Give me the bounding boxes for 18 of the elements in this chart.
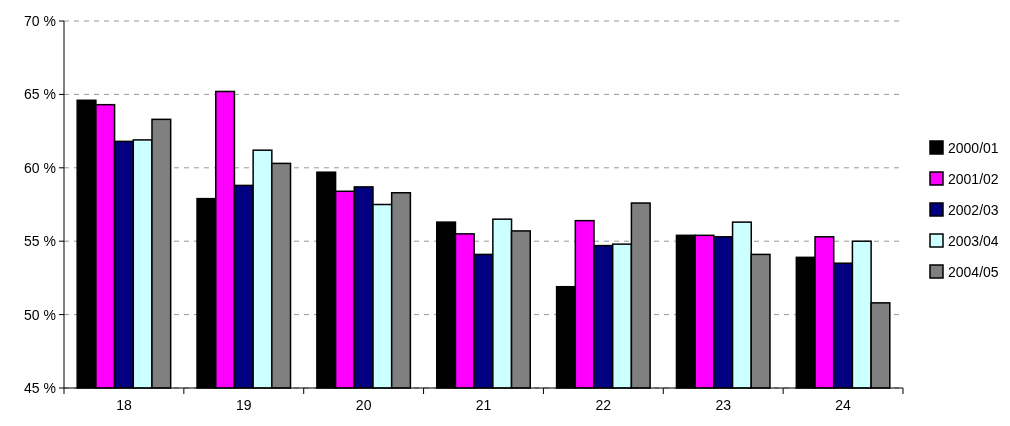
x-tick-label: 24 bbox=[835, 397, 852, 413]
x-tick-label: 20 bbox=[355, 397, 372, 413]
x-tick-label: 22 bbox=[595, 397, 612, 413]
y-tick-label: 45 % bbox=[24, 379, 56, 396]
legend-label: 2004/05 bbox=[948, 263, 999, 280]
y-tick-label: 65 % bbox=[24, 86, 56, 103]
y-tick-label: 70 % bbox=[24, 12, 56, 29]
x-tick-label: 21 bbox=[475, 397, 492, 413]
y-tick-label: 50 % bbox=[24, 306, 56, 323]
x-tick-label: 19 bbox=[236, 397, 252, 413]
y-tick-label: 55 % bbox=[24, 233, 56, 250]
y-tick-label: 60 % bbox=[24, 159, 56, 176]
x-tick-label: 18 bbox=[116, 397, 132, 413]
legend-label: 2002/03 bbox=[948, 201, 999, 218]
x-tick-label: 23 bbox=[715, 397, 732, 413]
legend-label: 2000/01 bbox=[948, 139, 999, 156]
legend-label: 2003/04 bbox=[948, 232, 999, 249]
legend-label: 2001/02 bbox=[948, 170, 999, 187]
